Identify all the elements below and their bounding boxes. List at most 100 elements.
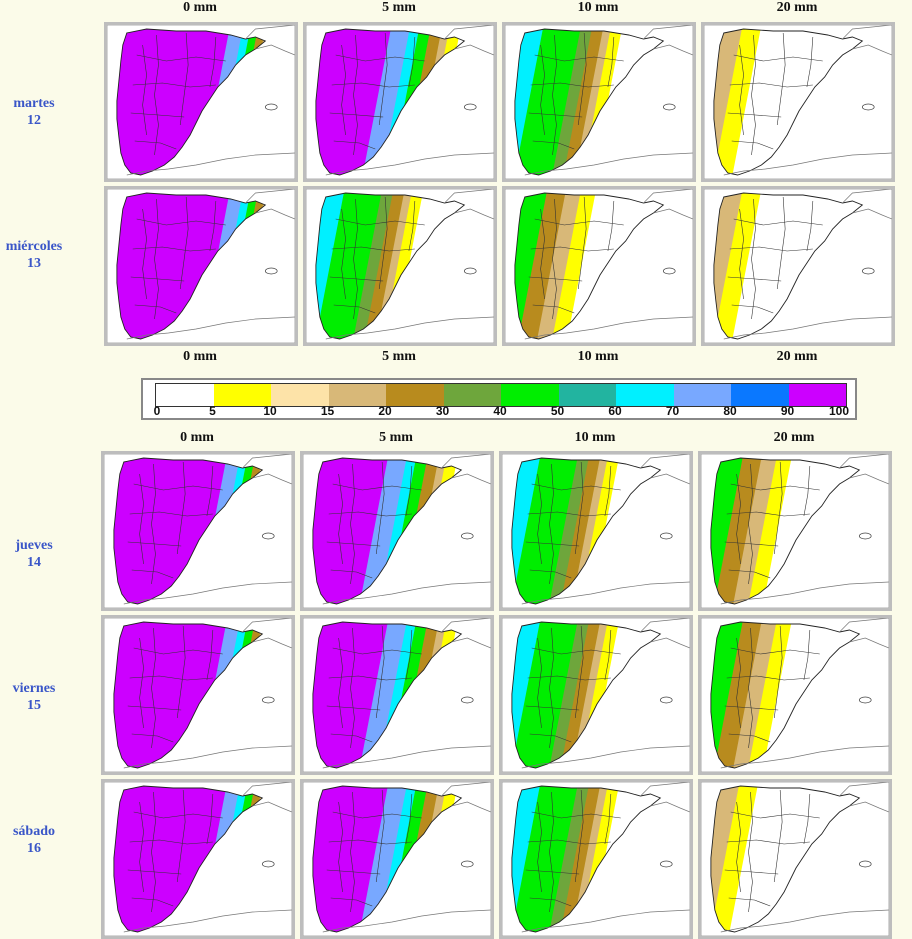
legend-tick-label: 15 [320,404,335,418]
province-borders [528,196,624,320]
africa-coast [123,745,292,769]
precipitation-field [514,193,597,339]
precipitation-field [710,786,759,932]
africa-coast [720,745,889,769]
france-coast [245,189,295,220]
map-bottom-r1-c2 [499,615,693,775]
africa-coast [720,909,889,933]
legend-swatch [271,384,329,406]
balearic-islands [261,696,275,704]
province-borders [127,789,223,913]
map-bottom-r2-c0 [101,779,295,939]
map-svg [107,25,295,179]
map-svg [505,25,693,179]
africa-coast [322,745,491,769]
balearic-islands [659,696,673,704]
precipitation-field [113,622,263,768]
day-name: miércoles [5,239,63,254]
legend-swatch [616,384,674,406]
africa-coast [521,745,690,769]
coastline [312,457,463,605]
france-coast [640,454,690,485]
balearic-islands [264,103,278,111]
balearic-islands [463,103,477,111]
balearic-islands [861,267,875,275]
coastline [312,785,463,933]
column-header-mid-1: 5 mm [382,349,416,364]
province-borders [326,625,422,749]
map-svg [505,189,693,343]
map-bottom-r0-c0 [101,451,295,611]
balearic-islands [261,532,275,540]
france-coast [643,189,693,220]
map-svg [306,189,494,343]
precipitation-field [511,622,620,768]
legend-tick-label: 0 [153,404,161,418]
legend-swatch [386,384,444,406]
row-label-martes: martes 12 [0,95,80,129]
map-svg [303,454,491,608]
probability-band [511,622,541,768]
legend-tick-label: 70 [665,404,680,418]
balearic-islands [261,860,275,868]
coastline [113,785,264,933]
coastline [315,28,466,176]
province-borders [525,625,621,749]
map-svg [701,454,889,608]
row-label-miercoles: miércoles 13 [0,238,80,272]
map-top-r0-c0 [104,22,298,182]
probability-band [514,29,544,175]
coastline [511,785,662,933]
probability-band [710,786,740,932]
map-bottom-r0-c1 [300,451,494,611]
column-header-bottom-0: 0 mm [180,430,214,445]
map-svg [701,618,889,772]
map-svg [107,189,295,343]
coastline [312,621,463,769]
coastline [113,621,264,769]
africa-coast [723,152,892,176]
day-name: martes [13,96,55,111]
map-bottom-r1-c1 [300,615,494,775]
map-svg [502,454,690,608]
map-bottom-r1-c3 [698,615,892,775]
france-coast [242,454,292,485]
coastline [113,457,264,605]
coastline [116,28,267,176]
map-svg [303,618,491,772]
precipitation-field [710,622,793,768]
legend-tick-label: 5 [209,404,216,418]
map-top-r1-c1 [303,186,497,346]
africa-coast [723,316,892,340]
coastline [713,28,864,176]
probability-band [713,193,743,339]
day-number: 15 [27,698,41,713]
coastline [116,192,267,340]
africa-coast [126,316,295,340]
balearic-islands [662,103,676,111]
france-coast [839,618,889,649]
province-borders [528,32,624,156]
balearic-islands [659,532,673,540]
balearic-islands [460,532,474,540]
africa-coast [325,152,494,176]
france-coast [441,454,491,485]
france-coast [842,25,892,56]
coastline [315,192,466,340]
column-header-top-0: 0 mm [183,0,217,15]
day-name: jueves [15,538,53,553]
map-top-r1-c3 [701,186,895,346]
province-borders [127,461,223,585]
france-coast [444,189,494,220]
coastline [511,457,662,605]
legend-swatch [213,384,271,406]
africa-coast [123,581,292,605]
africa-coast [521,909,690,933]
province-borders [329,196,425,320]
map-bottom-r0-c3 [698,451,892,611]
france-coast [640,782,690,813]
africa-coast [322,909,491,933]
france-coast [643,25,693,56]
province-borders [727,196,823,320]
column-header-bottom-1: 5 mm [379,430,413,445]
